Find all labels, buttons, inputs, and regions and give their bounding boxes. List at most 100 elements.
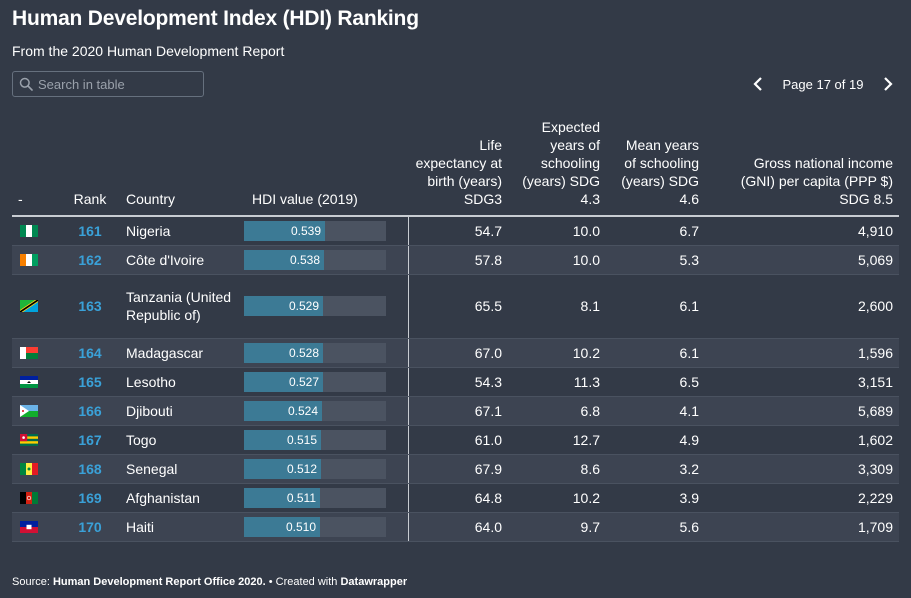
- mean-schooling-cell: 5.6: [606, 512, 705, 542]
- afghanistan-flag-icon: [20, 491, 38, 504]
- hdi-bar: [244, 429, 321, 450]
- mean-schooling-cell: 3.9: [606, 483, 705, 513]
- hdi-cell: 0.527: [238, 367, 409, 397]
- gni-cell: 1,596: [705, 338, 899, 368]
- flag-cell: [12, 396, 60, 426]
- table-row: 167 Togo 0.515 61.0 12.7 4.9 1,602: [12, 425, 899, 455]
- hdi-bar: [244, 220, 325, 241]
- hdi-cell: 0.515: [238, 425, 409, 455]
- column-header-country[interactable]: Country: [120, 118, 238, 217]
- rank-cell: 166: [60, 396, 120, 426]
- footer-separator: • Created with: [265, 576, 341, 588]
- country-cell: Haiti: [120, 512, 238, 542]
- flag-cell: [12, 454, 60, 484]
- prev-page-button[interactable]: [748, 73, 768, 95]
- lesotho-flag-icon: [20, 375, 38, 388]
- page-subtitle: From the 2020 Human Development Report: [12, 43, 285, 59]
- expected-schooling-cell: 8.6: [508, 454, 606, 484]
- expected-schooling-cell: 10.0: [508, 245, 606, 275]
- gni-cell: 5,069: [705, 245, 899, 275]
- gni-cell: 2,600: [705, 274, 899, 339]
- life-expectancy-cell: 67.9: [408, 454, 508, 484]
- expected-schooling-cell: 11.3: [508, 367, 606, 397]
- mean-schooling-cell: 6.1: [606, 274, 705, 339]
- life-expectancy-cell: 61.0: [408, 425, 508, 455]
- column-header-flag[interactable]: -: [12, 118, 60, 217]
- table-row: 161 Nigeria 0.539 54.7 10.0 6.7 4,910: [12, 216, 899, 246]
- nigeria-flag-icon: [20, 224, 38, 237]
- hdi-cell: 0.538: [238, 245, 409, 275]
- country-cell: Afghanistan: [120, 483, 238, 513]
- table-header-row: - Rank Country HDI value (2019) Life exp…: [12, 118, 899, 217]
- hdi-bar-label: 0.529: [288, 299, 319, 313]
- hdi-cell: 0.528: [238, 338, 409, 368]
- djibouti-flag-icon: [20, 404, 38, 417]
- pagination: Page 17 of 19: [748, 73, 898, 95]
- hdi-table: - Rank Country HDI value (2019) Life exp…: [12, 118, 899, 542]
- tanzania-flag-icon: [20, 300, 38, 312]
- expected-schooling-cell: 10.0: [508, 216, 606, 246]
- search-input[interactable]: [38, 76, 198, 92]
- mean-schooling-cell: 6.7: [606, 216, 705, 246]
- expected-schooling-cell: 12.7: [508, 425, 606, 455]
- flag-cell: [12, 216, 60, 246]
- life-expectancy-cell: 54.7: [408, 216, 508, 246]
- life-expectancy-cell: 67.0: [408, 338, 508, 368]
- flag-cell: [12, 425, 60, 455]
- gni-cell: 3,151: [705, 367, 899, 397]
- hdi-bar: [244, 249, 324, 270]
- hdi-cell: 0.539: [238, 216, 409, 246]
- page-title: Human Development Index (HDI) Ranking: [12, 7, 419, 30]
- rank-cell: 164: [60, 338, 120, 368]
- gni-cell: 3,309: [705, 454, 899, 484]
- rank-cell: 161: [60, 216, 120, 246]
- table-row: 170 Haiti 0.510 64.0 9.7 5.6 1,709: [12, 512, 899, 542]
- life-expectancy-cell: 67.1: [408, 396, 508, 426]
- column-header-mean-schooling[interactable]: Mean years of schooling (years) SDG 4.6: [606, 118, 705, 217]
- country-cell: Tanzania (United Republic of): [120, 274, 238, 339]
- life-expectancy-cell: 57.8: [408, 245, 508, 275]
- table-body: 161 Nigeria 0.539 54.7 10.0 6.7 4,910 162 Côte d…: [12, 216, 899, 542]
- hdi-bar: [244, 342, 323, 363]
- table-row: 169 Afghanistan 0.511 64.8 10.2 3.9 2,229: [12, 483, 899, 513]
- column-header-rank[interactable]: Rank: [60, 118, 120, 217]
- gni-cell: 5,689: [705, 396, 899, 426]
- life-expectancy-cell: 64.0: [408, 512, 508, 542]
- next-page-button[interactable]: [878, 73, 898, 95]
- hdi-bar-track: 0.512: [244, 458, 386, 479]
- column-header-hdi[interactable]: HDI value (2019): [238, 118, 408, 217]
- mean-schooling-cell: 4.1: [606, 396, 705, 426]
- page-indicator: Page 17 of 19: [782, 76, 864, 92]
- mean-schooling-cell: 4.9: [606, 425, 705, 455]
- table-row: 162 Côte d'Ivoire 0.538 57.8 10.0 5.3 5,069: [12, 245, 899, 275]
- column-header-gni[interactable]: Gross national income (GNI) per capita (…: [705, 118, 899, 217]
- hdi-bar-track: 0.510: [244, 516, 386, 537]
- mean-schooling-cell: 6.5: [606, 367, 705, 397]
- hdi-bar: [244, 516, 320, 537]
- hdi-bar-label: 0.511: [286, 490, 316, 505]
- hdi-bar-label: 0.510: [285, 519, 316, 534]
- country-cell: Nigeria: [120, 216, 238, 246]
- search-box[interactable]: [12, 71, 204, 97]
- mean-schooling-cell: 5.3: [606, 245, 705, 275]
- madagascar-flag-icon: [20, 346, 38, 359]
- column-header-life-expectancy[interactable]: Life expectancy at birth (years) SDG3: [408, 118, 508, 217]
- table-row: 166 Djibouti 0.524 67.1 6.8 4.1 5,689: [12, 396, 899, 426]
- chevron-right-icon: [884, 77, 893, 91]
- hdi-bar-track: 0.529: [244, 296, 386, 316]
- haiti-flag-icon: [20, 520, 38, 533]
- expected-schooling-cell: 8.1: [508, 274, 606, 339]
- flag-cell: [12, 338, 60, 368]
- country-cell: Senegal: [120, 454, 238, 484]
- hdi-bar-label: 0.515: [286, 432, 317, 447]
- mean-schooling-cell: 3.2: [606, 454, 705, 484]
- expected-schooling-cell: 10.2: [508, 483, 606, 513]
- chevron-left-icon: [753, 77, 762, 91]
- datawrapper-link[interactable]: Datawrapper: [340, 576, 408, 588]
- column-header-expected-schooling[interactable]: Expected years of schooling (years) SDG …: [508, 118, 606, 217]
- mean-schooling-cell: 6.1: [606, 338, 705, 368]
- flag-cell: [12, 274, 60, 339]
- hdi-cell: 0.510: [238, 512, 409, 542]
- rank-cell: 162: [60, 245, 120, 275]
- source-prefix: Source:: [12, 576, 53, 588]
